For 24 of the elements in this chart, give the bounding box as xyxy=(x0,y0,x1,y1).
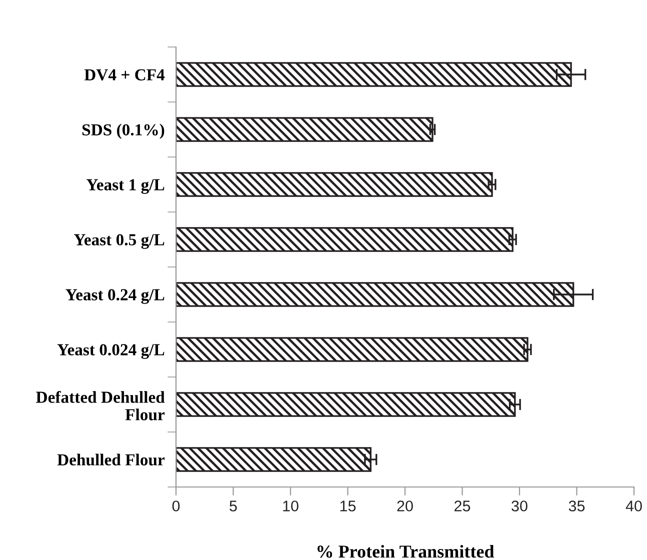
y-tick-label: Yeast 0.24 g/L xyxy=(66,289,164,304)
x-tick-label: 5 xyxy=(230,500,237,512)
y-tick-label: Yeast 0.5 g/L xyxy=(74,234,164,249)
x-tick-label: 30 xyxy=(512,500,528,512)
x-tick-label: 20 xyxy=(397,500,413,512)
y-tick-label: Dehulled Flour xyxy=(57,454,165,466)
y-tick-label: DV4 + CF4 xyxy=(84,69,165,81)
bar xyxy=(176,172,493,197)
y-tick-label: Yeast 0.024 g/L xyxy=(57,344,164,359)
x-tick-label: 25 xyxy=(454,500,470,512)
bar xyxy=(176,337,528,362)
x-tick-label: 35 xyxy=(568,500,585,512)
y-tick-label: Yeast 1 g/L xyxy=(86,179,164,194)
x-tick-label: 0 xyxy=(172,500,180,512)
y-tick-label: SDS (0.1%) xyxy=(82,124,164,139)
x-tick-label: 10 xyxy=(283,500,298,512)
bar xyxy=(176,392,516,417)
bar xyxy=(176,117,434,142)
x-axis-title: % Protein Transmitted xyxy=(318,544,494,558)
bar xyxy=(176,447,372,472)
y-tick-label: Defatted Dehulled Flour xyxy=(36,390,165,420)
x-tick-label: 40 xyxy=(626,500,642,512)
bar xyxy=(176,227,514,252)
x-tick-label: 15 xyxy=(340,500,356,512)
